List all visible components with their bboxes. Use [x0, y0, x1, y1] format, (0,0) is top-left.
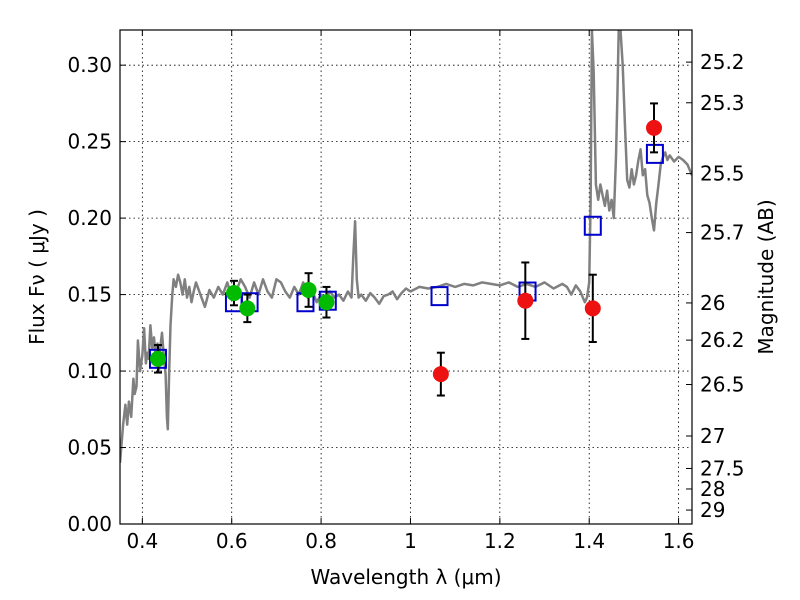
- observed-point-green: [239, 300, 256, 317]
- x-axis-ticks: 0.4 0.6 0.8 1 1.2 1.4 1.6: [126, 30, 695, 553]
- x-tick-label: 0.8: [305, 529, 337, 553]
- y-axis-label: Flux Fν ( μJy ): [25, 209, 49, 345]
- magnitude-tick-label: 28: [700, 477, 725, 501]
- magnitude-tick-label: 25.5: [700, 162, 745, 186]
- magnitude-tick-label: 25.3: [700, 91, 745, 115]
- model-photometry-square: [583, 215, 602, 236]
- y-tick-label: 0.00: [67, 512, 112, 536]
- magnitude-tick-label: 25.2: [700, 50, 745, 74]
- observed-point-green: [149, 350, 166, 367]
- observed-point-red: [432, 366, 449, 383]
- right-axis-label: Magnitude (AB): [754, 199, 778, 354]
- observed-point-red: [584, 300, 601, 317]
- observed-point-red: [646, 119, 663, 136]
- sed-layer: [120, 30, 692, 463]
- x-tick-label: 1.4: [573, 529, 605, 553]
- y-tick-label: 0.30: [67, 53, 112, 77]
- magnitude-tick-label: 29: [700, 498, 725, 522]
- x-tick-label: 0.6: [216, 529, 248, 553]
- sed-model-line: [120, 30, 692, 463]
- x-tick-label: 0.4: [126, 529, 158, 553]
- observed-point-green: [225, 285, 242, 302]
- magnitude-tick-label: 27: [700, 424, 725, 448]
- magnitude-tick-label: 27.5: [700, 456, 745, 480]
- x-tick-label: 1: [404, 529, 417, 553]
- y-tick-label: 0.10: [67, 359, 112, 383]
- magnitude-tick-label: 26: [700, 291, 725, 315]
- y-axis-ticks: 0.00 0.05 0.10 0.15 0.20 0.25 0.30: [67, 53, 126, 536]
- y-tick-label: 0.05: [67, 436, 112, 460]
- y-tick-label: 0.20: [67, 206, 112, 230]
- y-tick-label: 0.15: [67, 283, 112, 307]
- y-tick-label: 0.25: [67, 130, 112, 154]
- x-tick-label: 1.6: [663, 529, 695, 553]
- observed-photometry-layer: [149, 102, 663, 397]
- grid: [120, 30, 692, 524]
- x-axis-label: Wavelength λ (μm): [310, 565, 501, 589]
- magnitude-tick-label: 26.5: [700, 373, 745, 397]
- model-photometry-square: [430, 286, 449, 307]
- plot-frame: [119, 29, 693, 525]
- observed-point-green: [300, 282, 317, 298]
- observed-point-green: [318, 294, 335, 311]
- model-photometry-layer: [148, 143, 664, 369]
- magnitude-tick-label: 26.2: [700, 328, 745, 352]
- observed-point-red: [517, 292, 534, 309]
- magnitude-tick-label: 25.7: [700, 221, 745, 245]
- x-tick-label: 1.2: [484, 529, 516, 553]
